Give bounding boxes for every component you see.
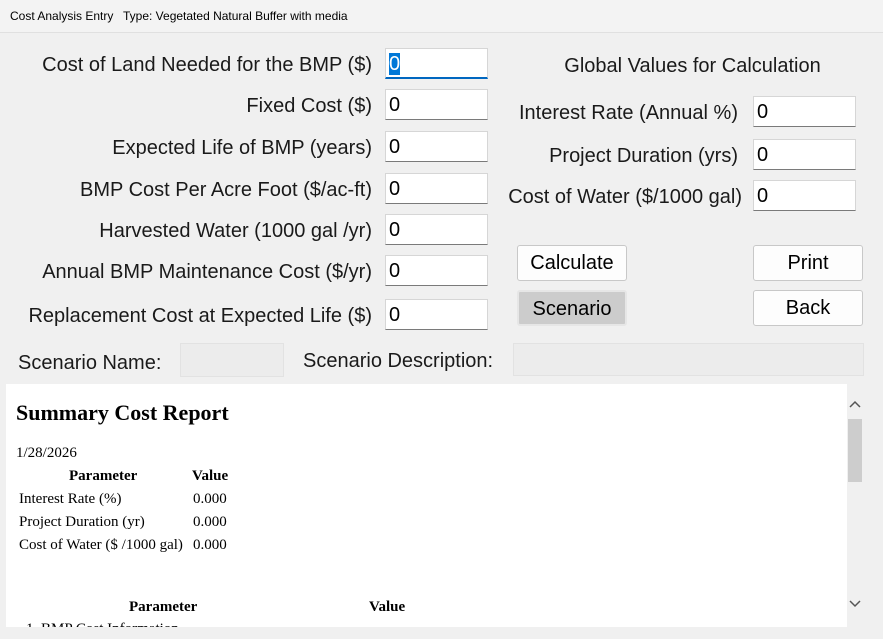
global-label: Project Duration (yrs) — [549, 145, 738, 167]
table-cell: 0.000 — [193, 537, 227, 553]
scroll-down[interactable] — [848, 598, 862, 610]
global-input[interactable]: 0 — [753, 96, 856, 127]
table-header: Value — [192, 468, 229, 484]
scroll-thumb[interactable] — [848, 419, 862, 482]
report-title: Summary Cost Report — [16, 400, 229, 425]
table-cell: Interest Rate (%) — [19, 491, 122, 507]
table-cell: 0.000 — [193, 491, 227, 507]
scenario-description-input[interactable] — [513, 343, 864, 376]
title-bar: Cost Analysis Entry Type: Vegetated Natu… — [0, 0, 883, 33]
type-label: Type: Vegetated Natural Buffer with medi… — [123, 9, 348, 23]
field-label: BMP Cost Per Acre Foot ($/ac-ft) — [80, 179, 372, 201]
report-date: 1/28/2026 — [16, 445, 77, 461]
selected-text: 0 — [389, 53, 401, 75]
calculate-button[interactable]: Calculate — [517, 245, 627, 281]
table-header: Value — [369, 599, 406, 615]
back-button[interactable]: Back — [753, 290, 863, 326]
field-label: Harvested Water (1000 gal /yr) — [99, 220, 372, 242]
scenario-name-input[interactable] — [180, 343, 284, 377]
scroll-up[interactable] — [848, 398, 862, 410]
print-button[interactable]: Print — [753, 245, 863, 281]
field-input[interactable]: 0 — [385, 214, 488, 245]
scenario-description-label: Scenario Description: — [303, 350, 494, 372]
global-label: Interest Rate (Annual %) — [519, 102, 738, 124]
global-input[interactable]: 0 — [753, 139, 856, 170]
table-header: Parameter — [69, 468, 138, 484]
window-title: Cost Analysis Entry — [10, 9, 114, 23]
field-label: Replacement Cost at Expected Life ($) — [28, 305, 372, 327]
scrollbar[interactable] — [847, 384, 863, 627]
table-header: Parameter — [129, 599, 198, 615]
global-label: Cost of Water ($/1000 gal) — [508, 186, 742, 208]
field-input[interactable]: 0 — [385, 299, 488, 330]
field-label: Cost of Land Needed for the BMP ($) — [42, 54, 372, 76]
field-input[interactable]: 0 — [385, 255, 488, 286]
scenario-button[interactable]: Scenario — [517, 290, 627, 326]
table-cell: Project Duration (yr) — [19, 514, 145, 530]
field-label: Annual BMP Maintenance Cost ($/yr) — [42, 261, 372, 283]
field-label: Expected Life of BMP (years) — [112, 137, 372, 159]
report-view: Summary Cost Report 1/28/2026 Parameter V… — [6, 384, 847, 627]
scenario-name-label: Scenario Name: — [18, 352, 162, 374]
field-input[interactable]: 0 — [385, 89, 488, 120]
global-input[interactable]: 0 — [753, 180, 856, 211]
table-cell: 1. BMP Cost Information — [26, 621, 179, 627]
global-heading: Global Values for Calculation — [564, 55, 821, 77]
field-label: Fixed Cost ($) — [246, 95, 372, 117]
field-input[interactable]: 0 — [385, 131, 488, 162]
field-input[interactable]: 0 — [385, 173, 488, 204]
table-cell: Cost of Water ($ /1000 gal) — [19, 537, 183, 553]
field-input[interactable]: 0 — [385, 48, 488, 79]
table-cell: 0.000 — [193, 514, 227, 530]
